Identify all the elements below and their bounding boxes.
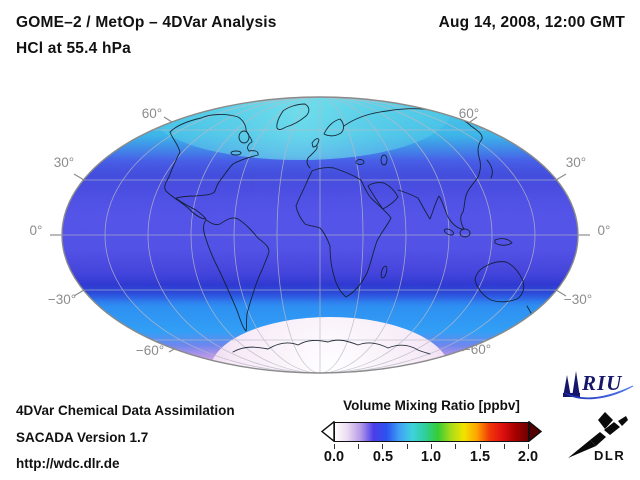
- lat-label-30s-left: −30°: [48, 292, 76, 307]
- colorbar-tick-label: 1.5: [469, 449, 491, 465]
- lat-label-60s-left: −60°: [136, 343, 164, 358]
- colorbar-tick-label: 0.0: [323, 449, 345, 465]
- lat-label-eq-right: 0°: [598, 223, 611, 238]
- coast-japan: [486, 159, 493, 179]
- coast-new-guinea: [494, 238, 513, 246]
- coast-sumatra: [443, 228, 455, 236]
- colorbar-title: Volume Mixing Ratio [ppbv]: [343, 398, 520, 413]
- page-title: GOME–2 / MetOp – 4DVar Analysis: [16, 14, 277, 31]
- latitude-labels: 60° 30° 0° −30° −60° 60° 30° 0° −30° −60…: [30, 106, 611, 358]
- timestamp: Aug 14, 2008, 12:00 GMT: [438, 14, 625, 31]
- colorbar-gradient: [334, 422, 529, 442]
- dlr-logo: DLR: [568, 412, 634, 470]
- latitude-ticks: [50, 116, 590, 353]
- riu-cathedral-icon: [563, 371, 634, 400]
- colorbar-left-arrow-icon: [321, 421, 335, 442]
- coast-africa: [295, 167, 392, 298]
- lat-label-30s-right: −30°: [564, 292, 592, 307]
- footer-url: http://wdc.dlr.de: [16, 456, 120, 471]
- coast-hudson-bay: [238, 130, 250, 144]
- coast-australia: [474, 261, 525, 303]
- dlr-emblem-icon: [568, 412, 628, 458]
- lat-label-60n-right: 60°: [459, 106, 479, 121]
- coast-scandinavia: [323, 118, 344, 137]
- lat-label-60n-left: 60°: [142, 106, 162, 121]
- coast-north-america: [164, 114, 259, 220]
- coast-antarctica: [232, 339, 431, 355]
- colorbar-tick-label: 2.0: [517, 449, 539, 465]
- riu-logo: RIU: [561, 371, 637, 407]
- coast-madagascar: [380, 265, 388, 279]
- coast-arabia: [367, 182, 399, 210]
- lat-label-eq-left: 0°: [30, 223, 43, 238]
- dlr-logo-text: DLR: [594, 448, 626, 463]
- coast-europe: [306, 145, 318, 169]
- lat-label-30n-left: 30°: [54, 155, 74, 170]
- lat-label-60s-right: −60°: [463, 342, 491, 357]
- colorbar-tick-label: 0.5: [372, 449, 394, 465]
- footer-line-1: 4DVar Chemical Data Assimilation: [16, 403, 235, 418]
- coast-caspian: [380, 154, 388, 166]
- page-subtitle: HCl at 55.4 hPa: [16, 40, 131, 57]
- coastlines: [164, 103, 537, 355]
- globe-outline: [61, 96, 579, 374]
- lat-label-30n-right: 30°: [566, 155, 586, 170]
- coast-britain: [311, 138, 320, 148]
- coast-great-lakes: [230, 150, 242, 156]
- footer-credits: 4DVar Chemical Data Assimilation SACADA …: [16, 398, 235, 478]
- colorbar-legend: Volume Mixing Ratio [ppbv] 0.0 0.5 1.0 1…: [321, 398, 546, 470]
- colorbar-tick-label: 1.0: [420, 449, 442, 465]
- footer-line-2: SACADA Version 1.7: [16, 429, 149, 445]
- coast-greenland: [276, 103, 310, 130]
- riu-logo-text: RIU: [582, 371, 623, 395]
- coast-borneo: [459, 228, 471, 238]
- colorbar-right-arrow-icon: [528, 421, 542, 442]
- coast-black-sea: [355, 159, 365, 165]
- coast-south-america: [203, 217, 270, 332]
